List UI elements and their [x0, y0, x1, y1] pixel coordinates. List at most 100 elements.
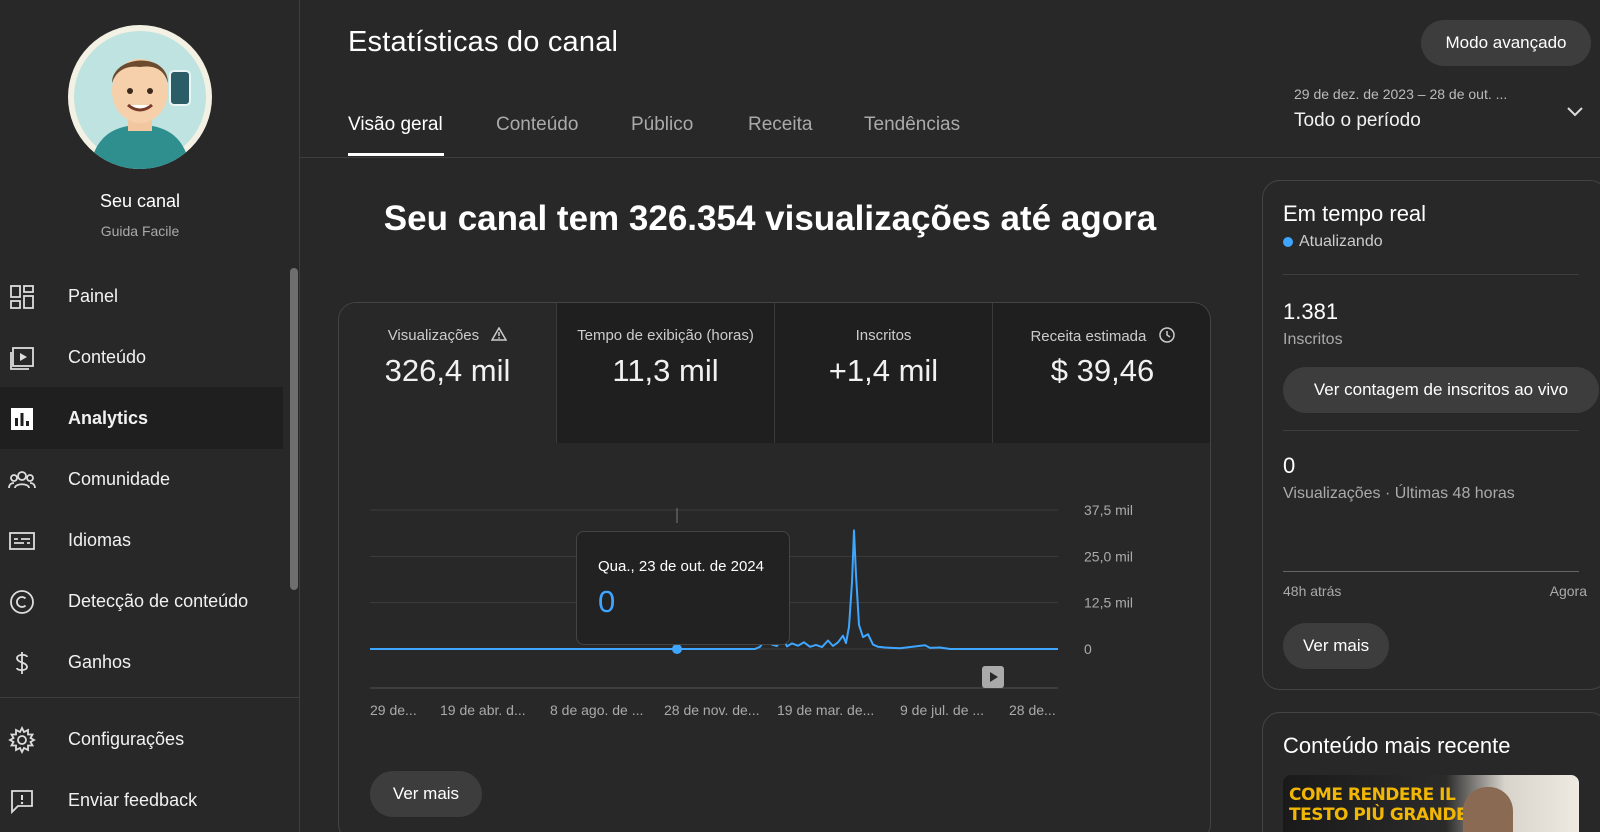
metric-label-text: Visualizações [387, 327, 480, 344]
date-range-dates: 29 de dez. de 2023 – 28 de out. ... [1294, 86, 1508, 102]
realtime-chart-axis [1283, 571, 1579, 572]
x-tick-label: 28 de nov. de... [664, 702, 759, 718]
realtime-views-value: 0 [1283, 453, 1296, 478]
metric-label: Receita estimada [993, 327, 1210, 345]
x-tick-label: 19 de mar. de... [777, 702, 874, 718]
channel-handle: Guida Facile [100, 223, 180, 239]
metric-value: 326,4 mil [384, 353, 511, 388]
overview-card: Visualizações 326,4 mil Tempo de exibiçã… [338, 302, 1211, 832]
clock-icon[interactable] [1158, 327, 1175, 343]
divider [1283, 430, 1579, 431]
metric-watch-time[interactable]: Tempo de exibição (horas) 11,3 mil [557, 303, 775, 443]
sidebar-item-configuracoes[interactable]: Configurações [0, 708, 283, 770]
recent-content-card: Conteúdo mais recente COME RENDERE IL TE… [1262, 712, 1600, 832]
sidebar-item-label: Painel [68, 285, 119, 306]
sidebar-divider [0, 697, 300, 698]
x-tick-label: 9 de jul. de ... [900, 702, 984, 718]
dollar-icon [16, 652, 28, 674]
metric-views[interactable]: Visualizações 326,4 mil [339, 303, 557, 443]
metric-label: Inscritos [855, 327, 912, 344]
sidebar-item-label: Idiomas [68, 529, 132, 550]
headline: Seu canal tem 326.354 visualizações até … [383, 199, 1157, 238]
sidebar-item-label: Enviar feedback [68, 789, 198, 810]
channel-name: Seu canal [99, 191, 181, 211]
tab-conteudo[interactable]: Conteúdo [496, 114, 579, 135]
sidebar-item-deteccao[interactable]: Detecção de conteúdo [0, 570, 283, 632]
sidebar-item-ganhos[interactable]: Ganhos [0, 631, 283, 693]
sidebar-item-label: Comunidade [68, 468, 171, 489]
community-icon [8, 471, 36, 489]
live-subscriber-count-button[interactable]: Ver contagem de inscritos ao vivo [1283, 367, 1599, 413]
metric-label: Visualizações [339, 326, 556, 344]
sidebar: Seu canal Guida Facile Painel Conteúdo A… [0, 0, 300, 832]
metric-revenue[interactable]: Receita estimada $ 39,46 [993, 303, 1210, 443]
tab-tendencias[interactable]: Tendências [864, 114, 961, 135]
sidebar-item-label: Configurações [68, 728, 185, 749]
tooltip-date: Qua., 23 de out. de 2024 [598, 558, 764, 575]
feedback-icon [11, 790, 33, 815]
dashboard-icon [10, 285, 34, 309]
sidebar-item-painel[interactable]: Painel [0, 265, 283, 327]
advanced-mode-button[interactable]: Modo avançado [1421, 20, 1591, 66]
gear-icon [8, 726, 36, 754]
sidebar-item-comunidade[interactable]: Comunidade [0, 448, 283, 510]
recent-video-thumbnail[interactable]: COME RENDERE IL TESTO PIÙ GRANDE [1283, 775, 1579, 832]
channel-avatar[interactable] [68, 25, 212, 169]
metric-subscribers[interactable]: Inscritos +1,4 mil [775, 303, 993, 443]
thumbnail-person [1463, 787, 1513, 832]
y-tick-label: 0 [1084, 641, 1092, 657]
sidebar-item-analytics[interactable]: Analytics [0, 387, 283, 449]
active-tab-indicator [348, 153, 444, 156]
header-divider [300, 157, 1600, 158]
realtime-status-text: Atualizando [1299, 233, 1383, 250]
analytics-icon [11, 408, 33, 430]
x-tick-label: 29 de... [370, 702, 417, 718]
warning-icon[interactable] [491, 326, 508, 341]
sidebar-item-label: Ganhos [68, 651, 132, 672]
play-icon[interactable] [982, 666, 1004, 688]
y-tick-label: 37,5 mil [1084, 502, 1133, 518]
x-tick-label: 8 de ago. de ... [550, 702, 643, 718]
chevron-down-icon [1567, 107, 1583, 117]
tab-visao-geral[interactable]: Visão geral [348, 114, 443, 135]
sidebar-scrollbar[interactable] [290, 268, 298, 590]
sidebar-item-conteudo[interactable]: Conteúdo [0, 326, 283, 388]
realtime-see-more-button[interactable]: Ver mais [1283, 623, 1390, 669]
see-more-button[interactable]: Ver mais [370, 771, 482, 817]
realtime-axis-end: Agora [1549, 583, 1587, 599]
sidebar-item-feedback[interactable]: Enviar feedback [0, 769, 283, 831]
realtime-card: Em tempo real Atualizando 1.381 Inscrito… [1262, 180, 1600, 690]
date-range-selector[interactable]: 29 de dez. de 2023 – 28 de out. ... Todo… [1294, 86, 1594, 136]
avatar-illustration [74, 31, 206, 169]
chart-tooltip: Qua., 23 de out. de 2024 0 [576, 531, 790, 645]
realtime-subs-label: Inscritos [1283, 331, 1343, 348]
tab-receita[interactable]: Receita [748, 114, 813, 135]
metric-value: $ 39,46 [1050, 353, 1155, 388]
realtime-subs-value: 1.381 [1283, 299, 1339, 324]
date-range-label: Todo o período [1294, 110, 1421, 131]
tab-publico[interactable]: Público [631, 114, 694, 135]
subtitles-icon [9, 532, 35, 550]
sidebar-item-label: Detecção de conteúdo [68, 590, 249, 611]
x-tick-label: 19 de abr. d... [440, 702, 526, 718]
page-title: Estatísticas do canal [348, 26, 619, 58]
realtime-axis-start: 48h atrás [1283, 583, 1342, 599]
copyright-icon [10, 590, 34, 614]
sidebar-item-label: Conteúdo [68, 346, 147, 367]
metric-value: 11,3 mil [612, 353, 719, 388]
metric-label-text: Receita estimada [1030, 328, 1147, 345]
realtime-title: Em tempo real [1283, 201, 1427, 226]
content-icon [10, 347, 34, 370]
thumbnail-text: COME RENDERE IL TESTO PIÙ GRANDE [1289, 785, 1468, 825]
recent-content-title: Conteúdo mais recente [1283, 733, 1511, 758]
live-dot-icon [1283, 237, 1293, 247]
y-tick-label: 12,5 mil [1084, 595, 1133, 611]
sidebar-item-idiomas[interactable]: Idiomas [0, 509, 283, 571]
divider [1283, 274, 1579, 275]
realtime-views-label: Visualizações · Últimas 48 horas [1283, 485, 1515, 502]
realtime-status: Atualizando [1283, 233, 1383, 251]
hover-point [672, 644, 682, 654]
x-tick-label: 28 de... [1009, 702, 1056, 718]
metric-value: +1,4 mil [828, 353, 939, 388]
sidebar-item-label: Analytics [68, 407, 149, 428]
